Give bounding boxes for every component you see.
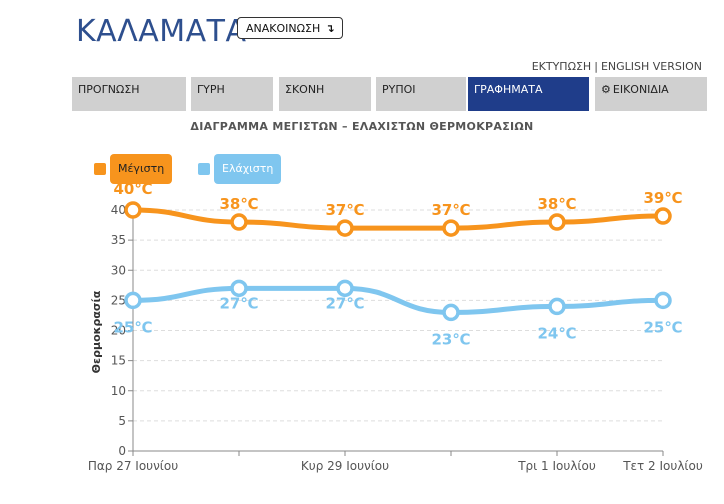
tab-icons[interactable]: ⚙ ΕΙΚΟΝΙΔΙΑ [595,77,707,111]
tab-label: ΓΥΡΗ [197,83,225,96]
legend-swatch-min [198,163,210,175]
point-max [442,219,460,237]
gear-icon: ⚙ [601,83,611,96]
point-min [230,279,248,298]
y-tick-label: 30 [111,263,126,277]
tab-label: ΕΙΚΟΝΙΔΙΑ [612,83,669,96]
point-min [548,297,566,316]
data-label-max: 37℃ [325,201,364,219]
tab-bar: ΠΡΟΓΝΩΣΗ ΓΥΡΗ ΣΚΟΝΗ ΡΥΠΟΙ ΓΡΑΦΗΜΑΤΑ ⚙ ΕΙΚ… [72,77,707,111]
tab-label: ΓΡΑΦΗΜΑΤΑ [474,83,543,96]
point-min [654,291,672,310]
x-tick-label: Παρ 27 Ιουνίου [88,459,178,473]
data-label-min: 24℃ [537,324,576,342]
point-max [230,213,248,231]
data-label-min: 27℃ [325,294,364,312]
x-tick-label: Τρι 1 Ιουλίου [517,459,596,473]
point-min [442,303,460,322]
data-label-max: 40℃ [113,180,152,198]
tab-label: ΡΥΠΟΙ [382,83,416,96]
y-axis-title: Θερμοκρασία [90,290,103,373]
tab-dust[interactable]: ΣΚΟΝΗ [279,77,371,111]
arrow-down-icon: ↴ [325,22,335,35]
x-tick-label: Κυρ 29 Ιουνίου [301,459,389,473]
data-label-max: 38℃ [537,195,576,213]
data-label-min: 25℃ [113,318,152,336]
link-separator: | [594,60,598,73]
y-tick-label: 35 [111,233,126,247]
series-line-max [132,207,664,231]
data-label-min: 25℃ [643,318,682,336]
tab-label: ΣΚΟΝΗ [285,83,325,96]
point-max [336,219,354,237]
print-link[interactable]: ΕΚΤΥΠΩΣΗ [531,60,592,73]
announcement-button[interactable]: ΑΝΑΚΟΙΝΩΣΗ ↴ [237,17,344,39]
y-tick-label: 20 [111,324,126,338]
data-label-min: 27℃ [219,294,258,312]
data-label-min: 23℃ [431,330,470,348]
point-max [654,207,672,225]
data-label-max: 39℃ [643,189,682,207]
page-title: ΚΑΛΑΜΑΤΑ [76,14,247,49]
legend-label-min: Ελάχιστη [214,154,282,184]
tab-pollutants[interactable]: ΡΥΠΟΙ [376,77,466,111]
y-tick-label: 5 [118,414,126,428]
tab-charts[interactable]: ΓΡΑΦΗΜΑΤΑ [468,77,589,111]
y-tick-label: 10 [111,384,126,398]
point-min [336,279,354,298]
tab-label: ΠΡΟΓΝΩΣΗ [78,83,140,96]
x-tick-label: Τετ 2 Ιουλίου [622,459,703,473]
y-tick-label: 40 [111,203,126,217]
top-links: ΕΚΤΥΠΩΣΗ | ENGLISH VERSION [532,60,702,73]
data-label-max: 37℃ [431,201,470,219]
series-line-min [132,285,664,315]
announcement-label: ΑΝΑΚΟΙΝΩΣΗ [246,22,321,35]
y-tick-label: 25 [111,293,126,307]
english-version-link[interactable]: ENGLISH VERSION [600,60,702,73]
point-max [124,201,142,219]
y-tick-label: 15 [111,354,126,368]
chart-title: ΔΙΑΓΡΑΜΜΑ ΜΕΓΙΣΤΩΝ – ΕΛΑΧΙΣΤΩΝ ΘΕΡΜΟΚΡΑΣ… [190,120,534,133]
y-tick-label: 0 [118,444,126,458]
legend-swatch-max [94,163,106,175]
data-label-max: 38℃ [219,195,258,213]
legend-label-max: Μέγιστη [110,154,173,184]
point-min [124,291,142,310]
point-max [548,213,566,231]
tab-forecast[interactable]: ΠΡΟΓΝΩΣΗ [72,77,186,111]
tab-pollen[interactable]: ΓΥΡΗ [191,77,273,111]
